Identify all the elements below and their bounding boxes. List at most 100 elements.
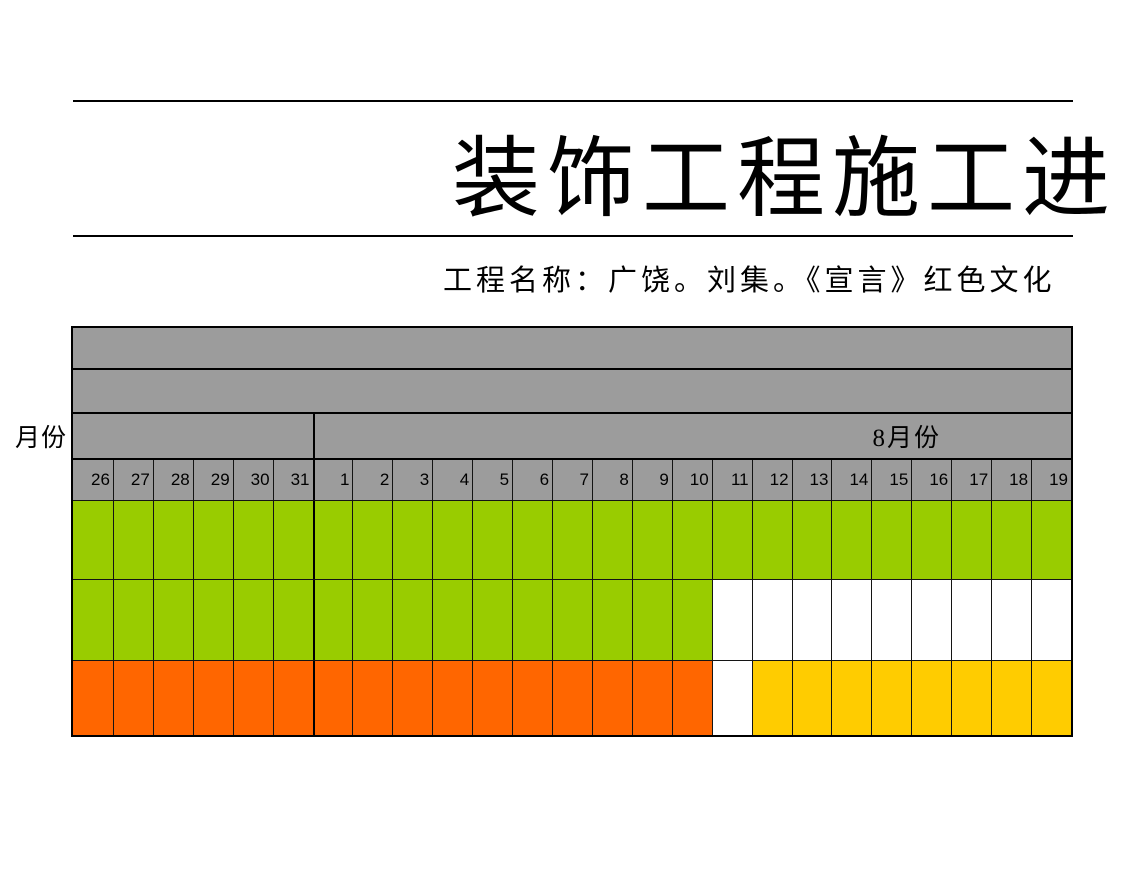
day-header-cell-4: 4 [432,460,472,500]
august-month-label: 8月份 [872,425,942,452]
day-header-cell-3: 3 [392,460,432,500]
task-row-3-cell-day-12 [751,661,792,735]
day-header-cell-10: 10 [671,460,712,500]
day-header-cell-15: 15 [871,460,911,500]
task-row-2-cell-day-13 [791,580,832,660]
task-row-1-cell-day-31 [272,501,313,579]
task-row-2-cell-day-5 [472,580,513,660]
task-row-3-cell-day-19 [1031,661,1071,735]
task-row-2-cell-day-16 [911,580,952,660]
day-header-cell-18: 18 [991,460,1031,500]
task-row-3-cell-day-10 [671,661,712,735]
month-axis-label: 月份 [15,425,68,452]
task-row-2-cell-day-15 [871,580,912,660]
task-row-2-cell-day-31 [272,580,313,660]
task-row-1-cell-day-4 [432,501,473,579]
day-header-cell-13: 13 [791,460,832,500]
task-row-2-cell-day-6 [512,580,553,660]
task-row-3-cell-day-15 [871,661,912,735]
day-header-cell-28: 28 [152,460,193,500]
task-row-3-cell-day-3 [392,661,433,735]
task-row-1-cell-day-15 [871,501,912,579]
task-row-3-cell-day-7 [552,661,592,735]
task-row-2-cell-day-4 [432,580,473,660]
schedule-table: 8月份 26 27 28 29 30 31 1 2 3 4 5 6 7 8 9 10 11 12 13 14 15 16 1… [71,326,1073,737]
task-row-1-cell-day-8 [591,501,632,579]
task-row-2-cell-day-7 [552,580,592,660]
header-blank-row-2 [73,368,1071,412]
task-row-1-cell-day-28 [152,501,193,579]
day-header-cell-30: 30 [232,460,273,500]
task-row-1-cell-day-9 [631,501,672,579]
task-row-1-cell-day-13 [791,501,832,579]
day-header-cell-16: 16 [911,460,951,500]
task-row-1-cell-day-17 [951,501,992,579]
task-row-1-cell-day-29 [192,501,233,579]
task-row-2-cell-day-3 [392,580,433,660]
task-row-1-cell-day-1 [312,501,353,579]
task-row-3-cell-day-11 [711,661,752,735]
task-row-1-cell-day-27 [112,501,153,579]
task-row-2-cell-day-26 [73,580,113,660]
task-row-1-cell-day-16 [911,501,952,579]
day-header-cell-19: 19 [1031,460,1071,500]
day-header-cell-11: 11 [711,460,752,500]
month-header-row: 8月份 [73,412,1071,458]
task-row-1-cell-day-11 [711,501,752,579]
task-row-3-cell-day-29 [192,661,233,735]
day-header-cell-26: 26 [90,470,110,489]
task-row-3-cell-day-28 [152,661,193,735]
day-header-cell-7: 7 [552,460,592,500]
task-row-2-cell-day-30 [232,580,273,660]
task-row-3-cell-day-4 [432,661,473,735]
task-row-2-cell-day-8 [591,580,632,660]
task-row-2-cell-day-14 [831,580,872,660]
task-row-3-cell-day-18 [991,661,1032,735]
day-header-cell-1: 1 [312,460,353,500]
task-row-2 [73,579,1071,660]
day-header-cell-29: 29 [192,460,233,500]
top-rule-line [73,100,1073,102]
task-row-1-cell-day-30 [232,501,273,579]
task-row-1-cell-day-12 [751,501,792,579]
day-header-cell-14: 14 [831,460,871,500]
task-row-3-cell-day-17 [951,661,992,735]
header-blank-row-1 [73,328,1071,368]
task-row-2-cell-day-18 [991,580,1032,660]
day-header-cell-17: 17 [951,460,991,500]
task-row-3-cell-day-9 [631,661,672,735]
task-row-2-cell-day-19 [1031,580,1071,660]
task-row-2-cell-day-11 [711,580,752,660]
task-row-3-cell-day-13 [791,661,832,735]
day-header-cell-5: 5 [472,460,512,500]
task-row-2-cell-day-17 [951,580,992,660]
task-row-2-cell-day-27 [112,580,153,660]
task-row-2-cell-day-10 [671,580,712,660]
day-header-cell-31: 31 [272,460,313,500]
task-row-3-cell-day-6 [512,661,553,735]
task-row-3-cell-day-30 [232,661,273,735]
task-row-3-cell-day-1 [312,661,353,735]
day-header-cell-6: 6 [512,460,552,500]
task-row-3-cell-day-8 [591,661,632,735]
task-row-1-cell-day-26 [73,501,113,579]
day-header-cell-9: 9 [631,460,672,500]
day-header-cell-2: 2 [352,460,392,500]
task-row-3-cell-day-31 [272,661,313,735]
day-header-cell-8: 8 [591,460,632,500]
task-row-2-cell-day-29 [192,580,233,660]
task-row-1-cell-day-18 [991,501,1032,579]
task-row-2-cell-day-2 [352,580,393,660]
project-name-subtitle: 工程名称：广饶。刘集。《宣言》红色文化 [443,265,1056,297]
task-row-1-cell-day-19 [1031,501,1071,579]
task-row-1-cell-day-5 [472,501,513,579]
task-row-2-cell-day-28 [152,580,193,660]
month-cell-august: 8月份 [312,414,1071,458]
task-row-1-cell-day-14 [831,501,872,579]
task-row-2-cell-day-1 [312,580,353,660]
day-header-cell-12: 12 [751,460,792,500]
task-row-2-cell-day-9 [631,580,672,660]
task-row-1 [73,500,1071,579]
task-row-1-cell-day-6 [512,501,553,579]
month-cell-july [73,414,313,458]
